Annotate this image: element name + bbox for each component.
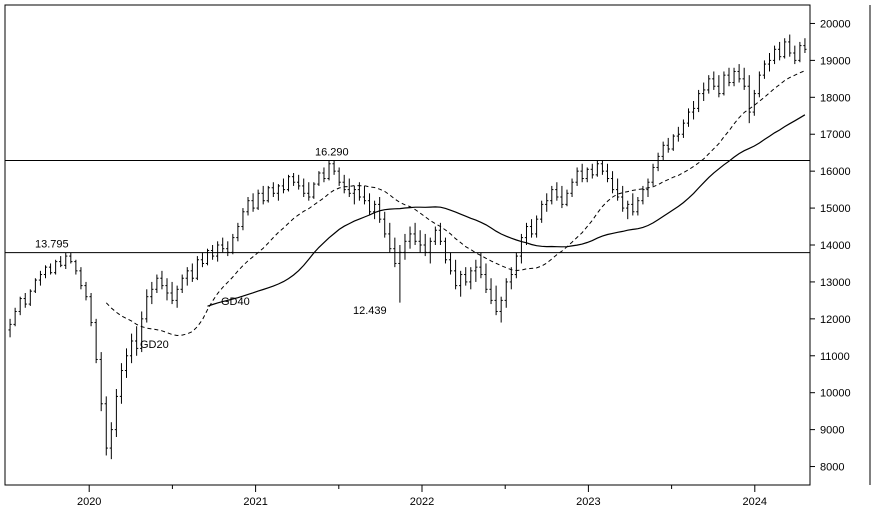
y-tick-label: 12000 bbox=[820, 314, 851, 326]
y-tick-label: 9000 bbox=[820, 425, 844, 437]
chart-annotation: GD20 bbox=[140, 339, 169, 351]
y-tick-label: 13000 bbox=[820, 277, 851, 289]
x-tick-label: 2023 bbox=[576, 496, 600, 508]
y-tick-label: 18000 bbox=[820, 92, 851, 104]
y-tick-label: 11000 bbox=[820, 351, 850, 363]
chart-annotation: 12.439 bbox=[353, 305, 387, 317]
x-tick-label: 2022 bbox=[410, 496, 434, 508]
chart-annotation: GD40 bbox=[221, 296, 250, 308]
gd40-line bbox=[208, 115, 805, 306]
y-tick-label: 8000 bbox=[820, 462, 844, 474]
y-tick-label: 19000 bbox=[820, 55, 851, 67]
y-tick-label: 16000 bbox=[820, 166, 851, 178]
gd20-line bbox=[106, 71, 805, 336]
y-tick-label: 20000 bbox=[820, 18, 851, 30]
y-tick-label: 17000 bbox=[820, 129, 851, 141]
x-tick-label: 2020 bbox=[77, 496, 101, 508]
x-tick-label: 2021 bbox=[243, 496, 267, 508]
y-tick-label: 10000 bbox=[820, 388, 851, 400]
level-label: 16.290 bbox=[315, 146, 349, 158]
y-tick-label: 15000 bbox=[820, 203, 851, 215]
ohlc-bars bbox=[8, 35, 806, 460]
stock-chart: 8000 9000 10000 11000 12000 13000 14000 15000 16… bbox=[0, 0, 874, 515]
level-label: 13.795 bbox=[35, 239, 69, 251]
y-tick-label: 14000 bbox=[820, 240, 851, 252]
plot-frame bbox=[5, 5, 810, 485]
x-tick-label: 2024 bbox=[743, 496, 767, 508]
